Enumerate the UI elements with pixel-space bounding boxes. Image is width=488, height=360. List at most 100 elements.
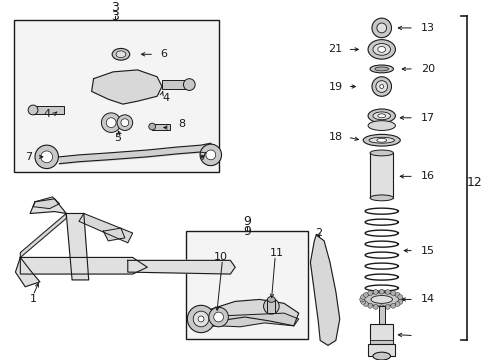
Circle shape <box>363 292 367 297</box>
Ellipse shape <box>369 195 393 201</box>
Ellipse shape <box>116 51 125 58</box>
Text: 12: 12 <box>466 176 481 189</box>
Bar <box>378 306 384 324</box>
Text: 7: 7 <box>25 152 33 162</box>
Circle shape <box>379 305 384 310</box>
Bar <box>152 123 169 130</box>
Text: 17: 17 <box>420 113 434 123</box>
Bar <box>369 341 393 345</box>
Polygon shape <box>127 260 235 274</box>
Circle shape <box>367 291 372 296</box>
Text: 18: 18 <box>328 132 342 142</box>
Circle shape <box>363 302 367 306</box>
Text: 19: 19 <box>328 81 342 91</box>
Polygon shape <box>33 197 59 208</box>
Ellipse shape <box>28 105 38 115</box>
Circle shape <box>101 113 121 132</box>
Text: 13: 13 <box>420 23 434 33</box>
Ellipse shape <box>371 77 391 96</box>
Circle shape <box>117 115 132 130</box>
Circle shape <box>367 303 372 308</box>
Text: 9: 9 <box>243 225 250 238</box>
Text: 5: 5 <box>114 133 121 143</box>
Polygon shape <box>310 235 339 345</box>
Polygon shape <box>30 199 66 213</box>
Polygon shape <box>66 213 88 280</box>
Circle shape <box>394 302 399 306</box>
Polygon shape <box>196 300 298 327</box>
Text: 11: 11 <box>270 248 284 257</box>
Circle shape <box>360 294 365 300</box>
Circle shape <box>193 311 208 327</box>
Ellipse shape <box>267 297 275 302</box>
Ellipse shape <box>372 112 390 120</box>
Circle shape <box>187 305 214 333</box>
Bar <box>367 345 395 356</box>
Polygon shape <box>79 213 132 243</box>
Circle shape <box>208 307 228 327</box>
Polygon shape <box>196 313 298 327</box>
Bar <box>14 20 218 172</box>
Bar <box>369 153 393 198</box>
Ellipse shape <box>377 114 385 118</box>
Circle shape <box>359 297 364 302</box>
Ellipse shape <box>367 109 395 123</box>
Circle shape <box>106 118 116 127</box>
Bar <box>162 80 189 89</box>
Text: 4: 4 <box>162 93 169 103</box>
Circle shape <box>198 316 203 322</box>
Ellipse shape <box>112 49 129 60</box>
Circle shape <box>205 150 215 160</box>
Text: 21: 21 <box>328 44 342 54</box>
Circle shape <box>398 297 403 302</box>
Bar <box>369 324 393 351</box>
Circle shape <box>360 300 365 304</box>
Ellipse shape <box>369 150 393 156</box>
Circle shape <box>397 300 402 304</box>
Polygon shape <box>16 257 40 287</box>
Circle shape <box>41 151 53 163</box>
Circle shape <box>376 23 386 33</box>
Text: 9: 9 <box>243 215 250 228</box>
Text: 7: 7 <box>199 152 206 162</box>
Circle shape <box>390 303 395 308</box>
Text: 1: 1 <box>29 294 37 305</box>
Circle shape <box>121 119 128 127</box>
Ellipse shape <box>148 123 155 130</box>
Circle shape <box>213 312 223 322</box>
Polygon shape <box>103 228 124 241</box>
Text: 3: 3 <box>111 1 119 14</box>
Circle shape <box>371 18 391 38</box>
Text: 6: 6 <box>160 49 167 59</box>
Ellipse shape <box>377 46 385 52</box>
Ellipse shape <box>379 85 383 89</box>
Text: 14: 14 <box>420 294 434 305</box>
Circle shape <box>385 289 389 294</box>
Circle shape <box>390 291 395 296</box>
Circle shape <box>372 289 377 294</box>
Circle shape <box>372 305 377 309</box>
Ellipse shape <box>375 81 387 93</box>
Polygon shape <box>91 70 162 104</box>
Circle shape <box>263 298 279 314</box>
Text: 8: 8 <box>178 119 185 129</box>
Ellipse shape <box>369 65 393 73</box>
Bar <box>186 231 308 338</box>
Ellipse shape <box>367 40 395 59</box>
Ellipse shape <box>374 67 388 71</box>
Circle shape <box>35 145 58 168</box>
Circle shape <box>397 294 402 300</box>
Ellipse shape <box>370 296 392 303</box>
Text: 2: 2 <box>314 228 321 238</box>
Polygon shape <box>20 213 66 257</box>
Text: 10: 10 <box>213 252 227 262</box>
Bar <box>33 106 64 114</box>
Text: 20: 20 <box>420 64 434 74</box>
Text: 4: 4 <box>43 109 50 119</box>
Ellipse shape <box>364 293 399 306</box>
Circle shape <box>200 144 221 166</box>
Ellipse shape <box>183 79 195 90</box>
Ellipse shape <box>372 352 390 360</box>
Ellipse shape <box>367 121 395 130</box>
Polygon shape <box>20 257 147 274</box>
